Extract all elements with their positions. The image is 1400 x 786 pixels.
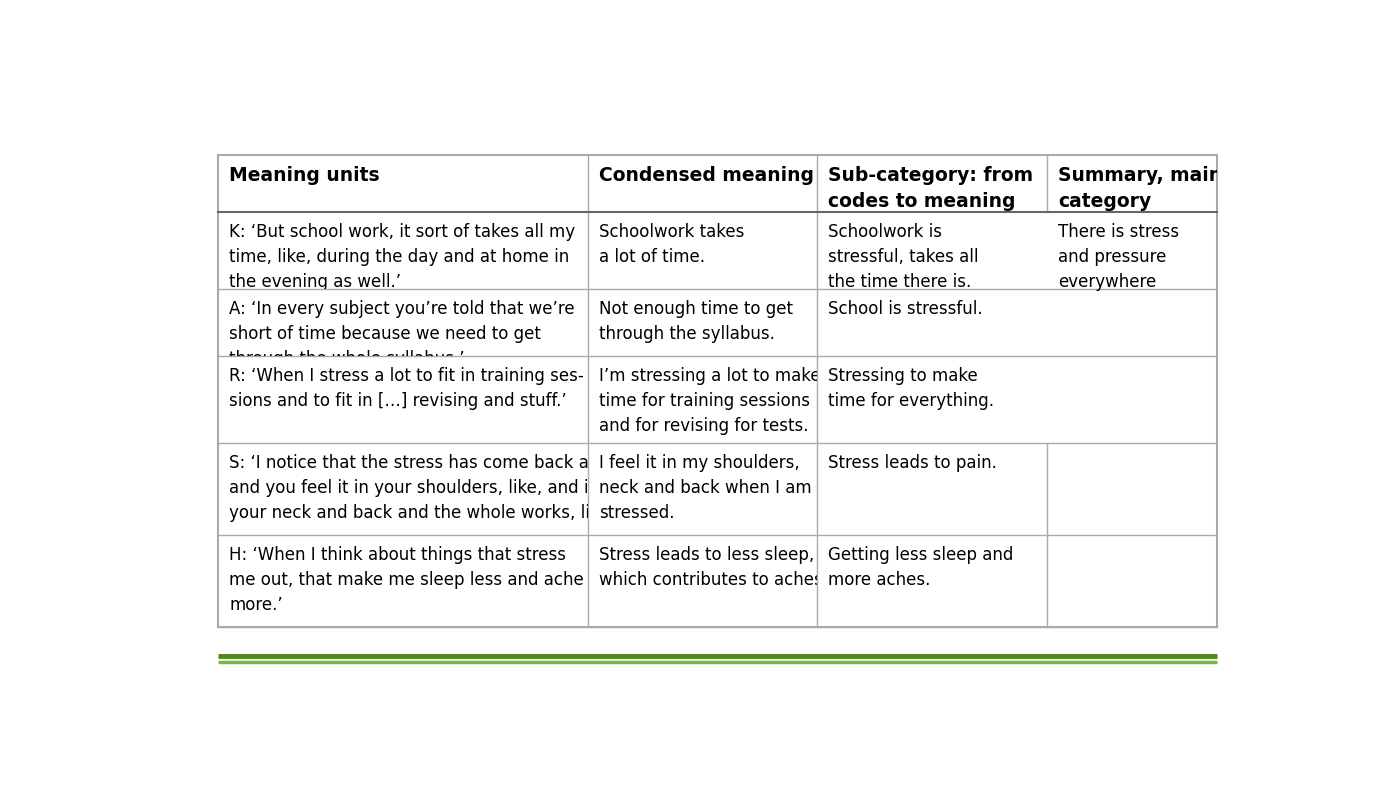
Text: R: ‘When I stress a lot to fit in training ses-
sions and to fit in […] revising: R: ‘When I stress a lot to fit in traini… — [230, 367, 584, 410]
Text: Stress leads to less sleep,
which contributes to aches.: Stress leads to less sleep, which contri… — [599, 546, 827, 589]
Text: S: ‘I notice that the stress has come back a bit,
and you feel it in your should: S: ‘I notice that the stress has come ba… — [230, 454, 622, 522]
Text: H: ‘When I think about things that stress
me out, that make me sleep less and ac: H: ‘When I think about things that stres… — [230, 546, 584, 614]
Text: Summary, main
category: Summary, main category — [1058, 166, 1222, 211]
Text: Meaning units: Meaning units — [230, 166, 379, 185]
Text: Stress leads to pain.: Stress leads to pain. — [829, 454, 997, 472]
Text: Not enough time to get
through the syllabus.: Not enough time to get through the sylla… — [599, 300, 792, 343]
Bar — [218, 155, 1217, 627]
Text: A: ‘In every subject you’re told that we’re
short of time because we need to get: A: ‘In every subject you’re told that we… — [230, 300, 575, 368]
Text: K: ‘But school work, it sort of takes all my
time, like, during the day and at h: K: ‘But school work, it sort of takes al… — [230, 223, 575, 291]
Text: There is stress
and pressure
everywhere: There is stress and pressure everywhere — [1058, 223, 1179, 291]
Text: Condensed meaning units: Condensed meaning units — [599, 166, 874, 185]
Text: Schoolwork takes
a lot of time.: Schoolwork takes a lot of time. — [599, 223, 743, 266]
Text: Getting less sleep and
more aches.: Getting less sleep and more aches. — [829, 546, 1014, 589]
Text: Stressing to make
time for everything.: Stressing to make time for everything. — [829, 367, 994, 410]
Text: I’m stressing a lot to make
time for training sessions
and for revising for test: I’m stressing a lot to make time for tra… — [599, 367, 820, 435]
Text: I feel it in my shoulders,
neck and back when I am
stressed.: I feel it in my shoulders, neck and back… — [599, 454, 811, 522]
Text: Schoolwork is
stressful, takes all
the time there is.: Schoolwork is stressful, takes all the t… — [829, 223, 979, 291]
Text: School is stressful.: School is stressful. — [829, 300, 983, 318]
Text: Sub-category: from
codes to meaning: Sub-category: from codes to meaning — [829, 166, 1033, 211]
